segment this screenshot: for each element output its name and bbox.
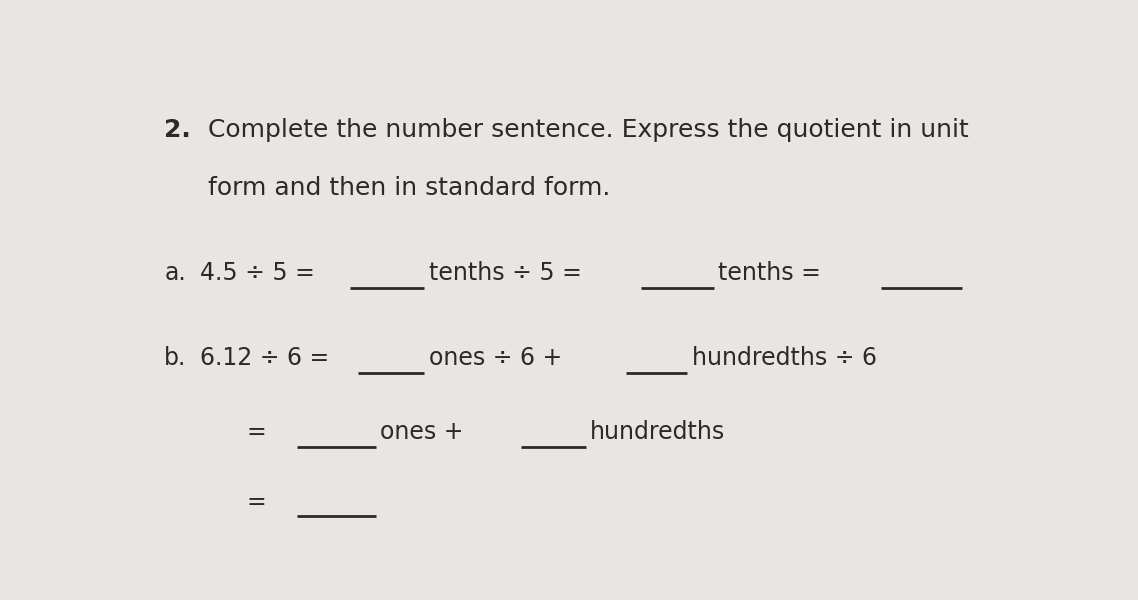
Text: =: =: [246, 490, 266, 514]
Text: ones ÷ 6 +: ones ÷ 6 +: [429, 346, 562, 370]
Text: 2.: 2.: [164, 118, 191, 142]
Text: tenths ÷ 5 =: tenths ÷ 5 =: [429, 261, 582, 285]
Text: hundredths: hundredths: [591, 421, 726, 445]
Text: form and then in standard form.: form and then in standard form.: [208, 176, 611, 200]
Text: Complete the number sentence. Express the quotient in unit: Complete the number sentence. Express th…: [208, 118, 970, 142]
Text: hundredths ÷ 6: hundredths ÷ 6: [692, 346, 876, 370]
Text: ones +: ones +: [380, 421, 464, 445]
Text: b.: b.: [164, 346, 187, 370]
Text: =: =: [246, 421, 266, 445]
Text: 6.12 ÷ 6 =: 6.12 ÷ 6 =: [199, 346, 329, 370]
Text: a.: a.: [164, 261, 185, 285]
Text: 4.5 ÷ 5 =: 4.5 ÷ 5 =: [199, 261, 314, 285]
Text: tenths =: tenths =: [718, 261, 820, 285]
